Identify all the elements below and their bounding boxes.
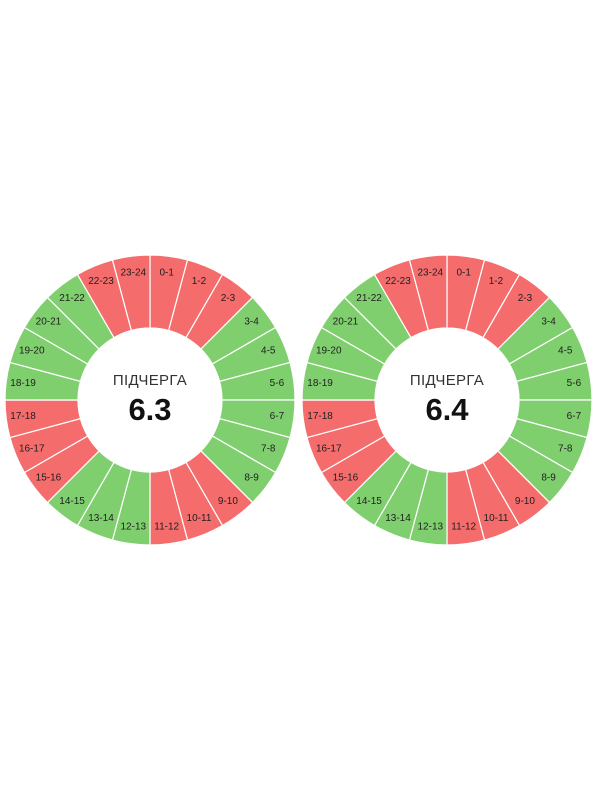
group-caption-6-4: ПІДЧЕРГА <box>410 372 484 389</box>
segment-label-6-4-7-8: 7-8 <box>558 443 573 454</box>
segment-label-6-3-8-9: 8-9 <box>244 472 259 483</box>
segment-label-6-4-15-16: 15-16 <box>333 472 359 483</box>
segment-label-6-4-23-24: 23-24 <box>418 268 444 279</box>
segment-label-6-4-6-7: 6-7 <box>567 411 582 422</box>
segment-label-6-4-22-23: 22-23 <box>385 276 411 287</box>
segment-label-6-3-17-18: 17-18 <box>10 411 36 422</box>
group-number-6-4: 6.4 <box>425 392 469 427</box>
segment-labels-6-3: 0-1 1-2 2-3 3-4 4-5 5-6 6-7 7-8 8-9 9-10 10-11 11-1… <box>10 268 284 533</box>
segment-label-6-3-18-19: 18-19 <box>10 378 36 389</box>
segment-label-6-4-1-2: 1-2 <box>489 276 504 287</box>
segment-label-6-4-3-4: 3-4 <box>541 317 556 328</box>
segment-label-6-4-16-17: 16-17 <box>316 443 342 454</box>
segments-6-3 <box>4 254 296 546</box>
segment-label-6-4-9-10: 9-10 <box>515 496 535 507</box>
segment-label-6-3-0-1: 0-1 <box>159 268 174 279</box>
segment-label-6-3-1-2: 1-2 <box>192 276 207 287</box>
segment-label-6-4-17-18: 17-18 <box>307 411 333 422</box>
segment-6-3-23-24 <box>111 254 151 332</box>
segment-label-6-3-2-3: 2-3 <box>221 293 236 304</box>
segment-label-6-4-2-3: 2-3 <box>518 293 533 304</box>
segment-label-6-3-22-23: 22-23 <box>88 276 114 287</box>
segment-label-6-4-14-15: 14-15 <box>356 496 382 507</box>
segment-label-6-4-12-13: 12-13 <box>418 521 444 532</box>
donut-chart-6-3: 0-1 1-2 2-3 3-4 4-5 5-6 6-7 7-8 8-9 9-10 10-11 11-1… <box>4 254 296 546</box>
segment-label-6-4-21-22: 21-22 <box>356 293 382 304</box>
segment-label-6-4-13-14: 13-14 <box>385 513 411 524</box>
segment-label-6-3-15-16: 15-16 <box>36 472 62 483</box>
segment-label-6-4-0-1: 0-1 <box>456 268 471 279</box>
segment-label-6-3-13-14: 13-14 <box>88 513 114 524</box>
segment-label-6-3-3-4: 3-4 <box>244 317 259 328</box>
segment-label-6-3-23-24: 23-24 <box>121 268 147 279</box>
segment-label-6-4-18-19: 18-19 <box>307 378 333 389</box>
segment-6-4-23-24 <box>408 254 448 332</box>
segment-label-6-4-10-11: 10-11 <box>484 513 509 524</box>
segment-label-6-4-8-9: 8-9 <box>541 472 556 483</box>
segment-label-6-3-21-22: 21-22 <box>59 293 85 304</box>
segment-label-6-4-5-6: 5-6 <box>567 378 582 389</box>
segment-label-6-4-20-21: 20-21 <box>333 317 359 328</box>
segment-label-6-3-5-6: 5-6 <box>270 378 285 389</box>
segment-labels-6-4: 0-1 1-2 2-3 3-4 4-5 5-6 6-7 7-8 8-9 9-10 10-11 11-1… <box>307 268 581 533</box>
segment-label-6-4-11-12: 11-12 <box>451 521 476 532</box>
donut-chart-6-4: 0-1 1-2 2-3 3-4 4-5 5-6 6-7 7-8 8-9 9-10 10-11 11-1… <box>301 254 593 546</box>
group-number-6-3: 6.3 <box>128 392 171 427</box>
segment-label-6-3-11-12: 11-12 <box>154 521 179 532</box>
segments-6-4 <box>301 254 593 546</box>
segment-label-6-4-4-5: 4-5 <box>558 346 573 357</box>
segment-label-6-3-20-21: 20-21 <box>36 317 62 328</box>
segment-label-6-3-16-17: 16-17 <box>19 443 45 454</box>
segment-label-6-3-10-11: 10-11 <box>187 513 212 524</box>
segment-label-6-3-12-13: 12-13 <box>121 521 147 532</box>
segment-label-6-3-19-20: 19-20 <box>19 346 45 357</box>
group-caption-6-3: ПІДЧЕРГА <box>113 372 187 389</box>
segment-label-6-4-19-20: 19-20 <box>316 346 342 357</box>
segment-label-6-3-4-5: 4-5 <box>261 346 276 357</box>
segment-label-6-3-7-8: 7-8 <box>261 443 276 454</box>
segment-label-6-3-9-10: 9-10 <box>218 496 238 507</box>
segment-label-6-3-14-15: 14-15 <box>59 496 85 507</box>
segment-label-6-3-6-7: 6-7 <box>270 411 285 422</box>
